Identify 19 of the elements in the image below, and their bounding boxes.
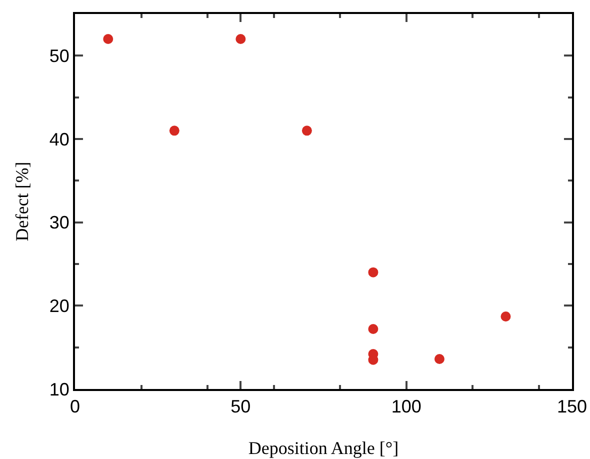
x-tick-label: 150 bbox=[556, 396, 588, 417]
point bbox=[236, 34, 246, 44]
y-tick-label: 40 bbox=[49, 129, 70, 150]
point bbox=[500, 312, 511, 322]
point bbox=[368, 267, 378, 278]
point bbox=[434, 354, 444, 364]
point bbox=[302, 126, 312, 136]
y-tick-label: 20 bbox=[49, 296, 70, 316]
point bbox=[103, 34, 114, 44]
x-tick-label: 50 bbox=[230, 396, 251, 417]
y-tick-label: 50 bbox=[49, 46, 70, 66]
x-tick-label: 0 bbox=[70, 396, 80, 417]
point bbox=[169, 126, 180, 136]
point bbox=[368, 324, 378, 334]
y-axis-title: Defect [%] bbox=[12, 162, 32, 242]
y-tick-label: 30 bbox=[49, 212, 70, 233]
x-axis-title: Deposition Angle [°] bbox=[248, 438, 399, 458]
x-tick-label: 100 bbox=[391, 396, 422, 417]
y-tick-label: 10 bbox=[49, 379, 70, 400]
